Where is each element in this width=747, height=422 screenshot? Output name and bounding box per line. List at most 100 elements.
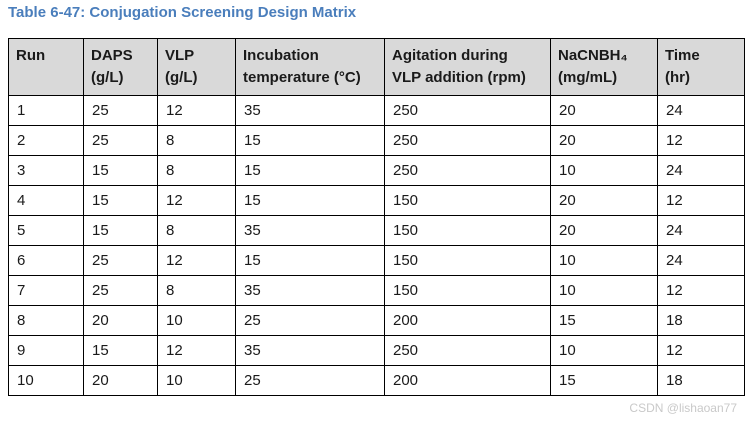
table-cell: 10	[550, 245, 658, 276]
table-cell: 15	[235, 155, 385, 186]
table-cell: 12	[157, 335, 236, 366]
table-cell: 250	[384, 95, 551, 126]
table-cell: 8	[157, 155, 236, 186]
table-cell: 20	[550, 95, 658, 126]
design-matrix-table: Run DAPS (g/L) VLP (g/L) Incubation temperatur…	[8, 38, 745, 396]
table-cell: 18	[657, 305, 745, 336]
column-header: Time (hr)	[657, 38, 745, 96]
column-header-line1: DAPS	[91, 47, 133, 64]
table-cell: 10	[157, 365, 236, 396]
table-cell: 20	[550, 185, 658, 216]
column-header-line2: (g/L)	[165, 69, 198, 86]
table-cell: 10	[550, 155, 658, 186]
table-row: 7 25 8 35 150 10 12	[8, 275, 745, 306]
table-cell: 10	[157, 305, 236, 336]
table-cell: 250	[384, 335, 551, 366]
table-cell: 15	[83, 155, 158, 186]
table-cell: 250	[384, 155, 551, 186]
table-cell: 12	[657, 125, 745, 156]
table-cell: 24	[657, 155, 745, 186]
table-cell: 24	[657, 245, 745, 276]
table-cell: 10	[8, 365, 84, 396]
table-cell: 8	[157, 125, 236, 156]
column-header-line1: Agitation during	[392, 47, 508, 64]
table-cell: 25	[83, 245, 158, 276]
table-cell: 20	[83, 305, 158, 336]
table-cell: 8	[157, 275, 236, 306]
column-header-line2: (g/L)	[91, 69, 124, 86]
table-cell: 15	[83, 215, 158, 246]
table-cell: 250	[384, 125, 551, 156]
table-cell: 150	[384, 215, 551, 246]
table-cell: 15	[550, 365, 658, 396]
table-cell: 10	[550, 275, 658, 306]
table-row: 8 20 10 25 200 15 18	[8, 305, 745, 336]
table-cell: 10	[550, 335, 658, 366]
table-cell: 35	[235, 335, 385, 366]
table-cell: 25	[83, 275, 158, 306]
table-row: 3 15 8 15 250 10 24	[8, 155, 745, 186]
table-cell: 12	[657, 275, 745, 306]
table-cell: 2	[8, 125, 84, 156]
table-cell: 150	[384, 275, 551, 306]
column-header: Run	[8, 38, 84, 96]
table-cell: 20	[550, 215, 658, 246]
table-cell: 12	[157, 245, 236, 276]
table-cell: 6	[8, 245, 84, 276]
table-cell: 25	[83, 125, 158, 156]
table-cell: 25	[83, 95, 158, 126]
table-cell: 8	[157, 215, 236, 246]
table-cell: 8	[8, 305, 84, 336]
table-row: 1 25 12 35 250 20 24	[8, 95, 745, 126]
table-cell: 7	[8, 275, 84, 306]
table-cell: 15	[83, 185, 158, 216]
table-cell: 15	[235, 185, 385, 216]
column-header-line2: (mg/mL)	[558, 69, 618, 86]
table-row: 2 25 8 15 250 20 12	[8, 125, 745, 156]
header-row: Run DAPS (g/L) VLP (g/L) Incubation temperatur…	[8, 38, 745, 96]
table-row: 4 15 12 15 150 20 12	[8, 185, 745, 216]
column-header: Incubation temperature (°C)	[235, 38, 385, 96]
table-cell: 5	[8, 215, 84, 246]
column-header-line2: (hr)	[665, 69, 690, 86]
table-cell: 24	[657, 215, 745, 246]
column-header-line1: NaCNBH₄	[558, 47, 628, 64]
table-cell: 35	[235, 275, 385, 306]
table-cell: 9	[8, 335, 84, 366]
column-header-line2: VLP addition (rpm)	[392, 69, 526, 86]
table-cell: 200	[384, 305, 551, 336]
table-cell: 15	[83, 335, 158, 366]
table-row: 5 15 8 35 150 20 24	[8, 215, 745, 246]
column-header: Agitation during VLP addition (rpm)	[384, 38, 551, 96]
table-caption: Table 6-47: Conjugation Screening Design…	[8, 4, 357, 21]
table-cell: 20	[550, 125, 658, 156]
table-cell: 1	[8, 95, 84, 126]
table-cell: 150	[384, 185, 551, 216]
table-cell: 12	[157, 95, 236, 126]
table-row: 6 25 12 15 150 10 24	[8, 245, 745, 276]
table-cell: 200	[384, 365, 551, 396]
column-header-line2: temperature (°C)	[243, 69, 361, 86]
column-header: VLP (g/L)	[157, 38, 236, 96]
column-header: DAPS (g/L)	[83, 38, 158, 96]
table-cell: 15	[550, 305, 658, 336]
table-cell: 150	[384, 245, 551, 276]
table-cell: 12	[157, 185, 236, 216]
table-row: 9 15 12 35 250 10 12	[8, 335, 745, 366]
watermark: CSDN @lishaoan77	[629, 401, 737, 415]
column-header: NaCNBH₄ (mg/mL)	[550, 38, 658, 96]
table-cell: 35	[235, 215, 385, 246]
column-header-line1: VLP	[165, 47, 195, 64]
table-cell: 12	[657, 185, 745, 216]
table-cell: 35	[235, 95, 385, 126]
column-header-line1: Run	[16, 47, 46, 64]
table-cell: 12	[657, 335, 745, 366]
table-cell: 25	[235, 365, 385, 396]
table-cell: 25	[235, 305, 385, 336]
table-cell: 4	[8, 185, 84, 216]
table-row: 10 20 10 25 200 15 18	[8, 365, 745, 396]
table-cell: 18	[657, 365, 745, 396]
table-cell: 15	[235, 245, 385, 276]
table-cell: 20	[83, 365, 158, 396]
